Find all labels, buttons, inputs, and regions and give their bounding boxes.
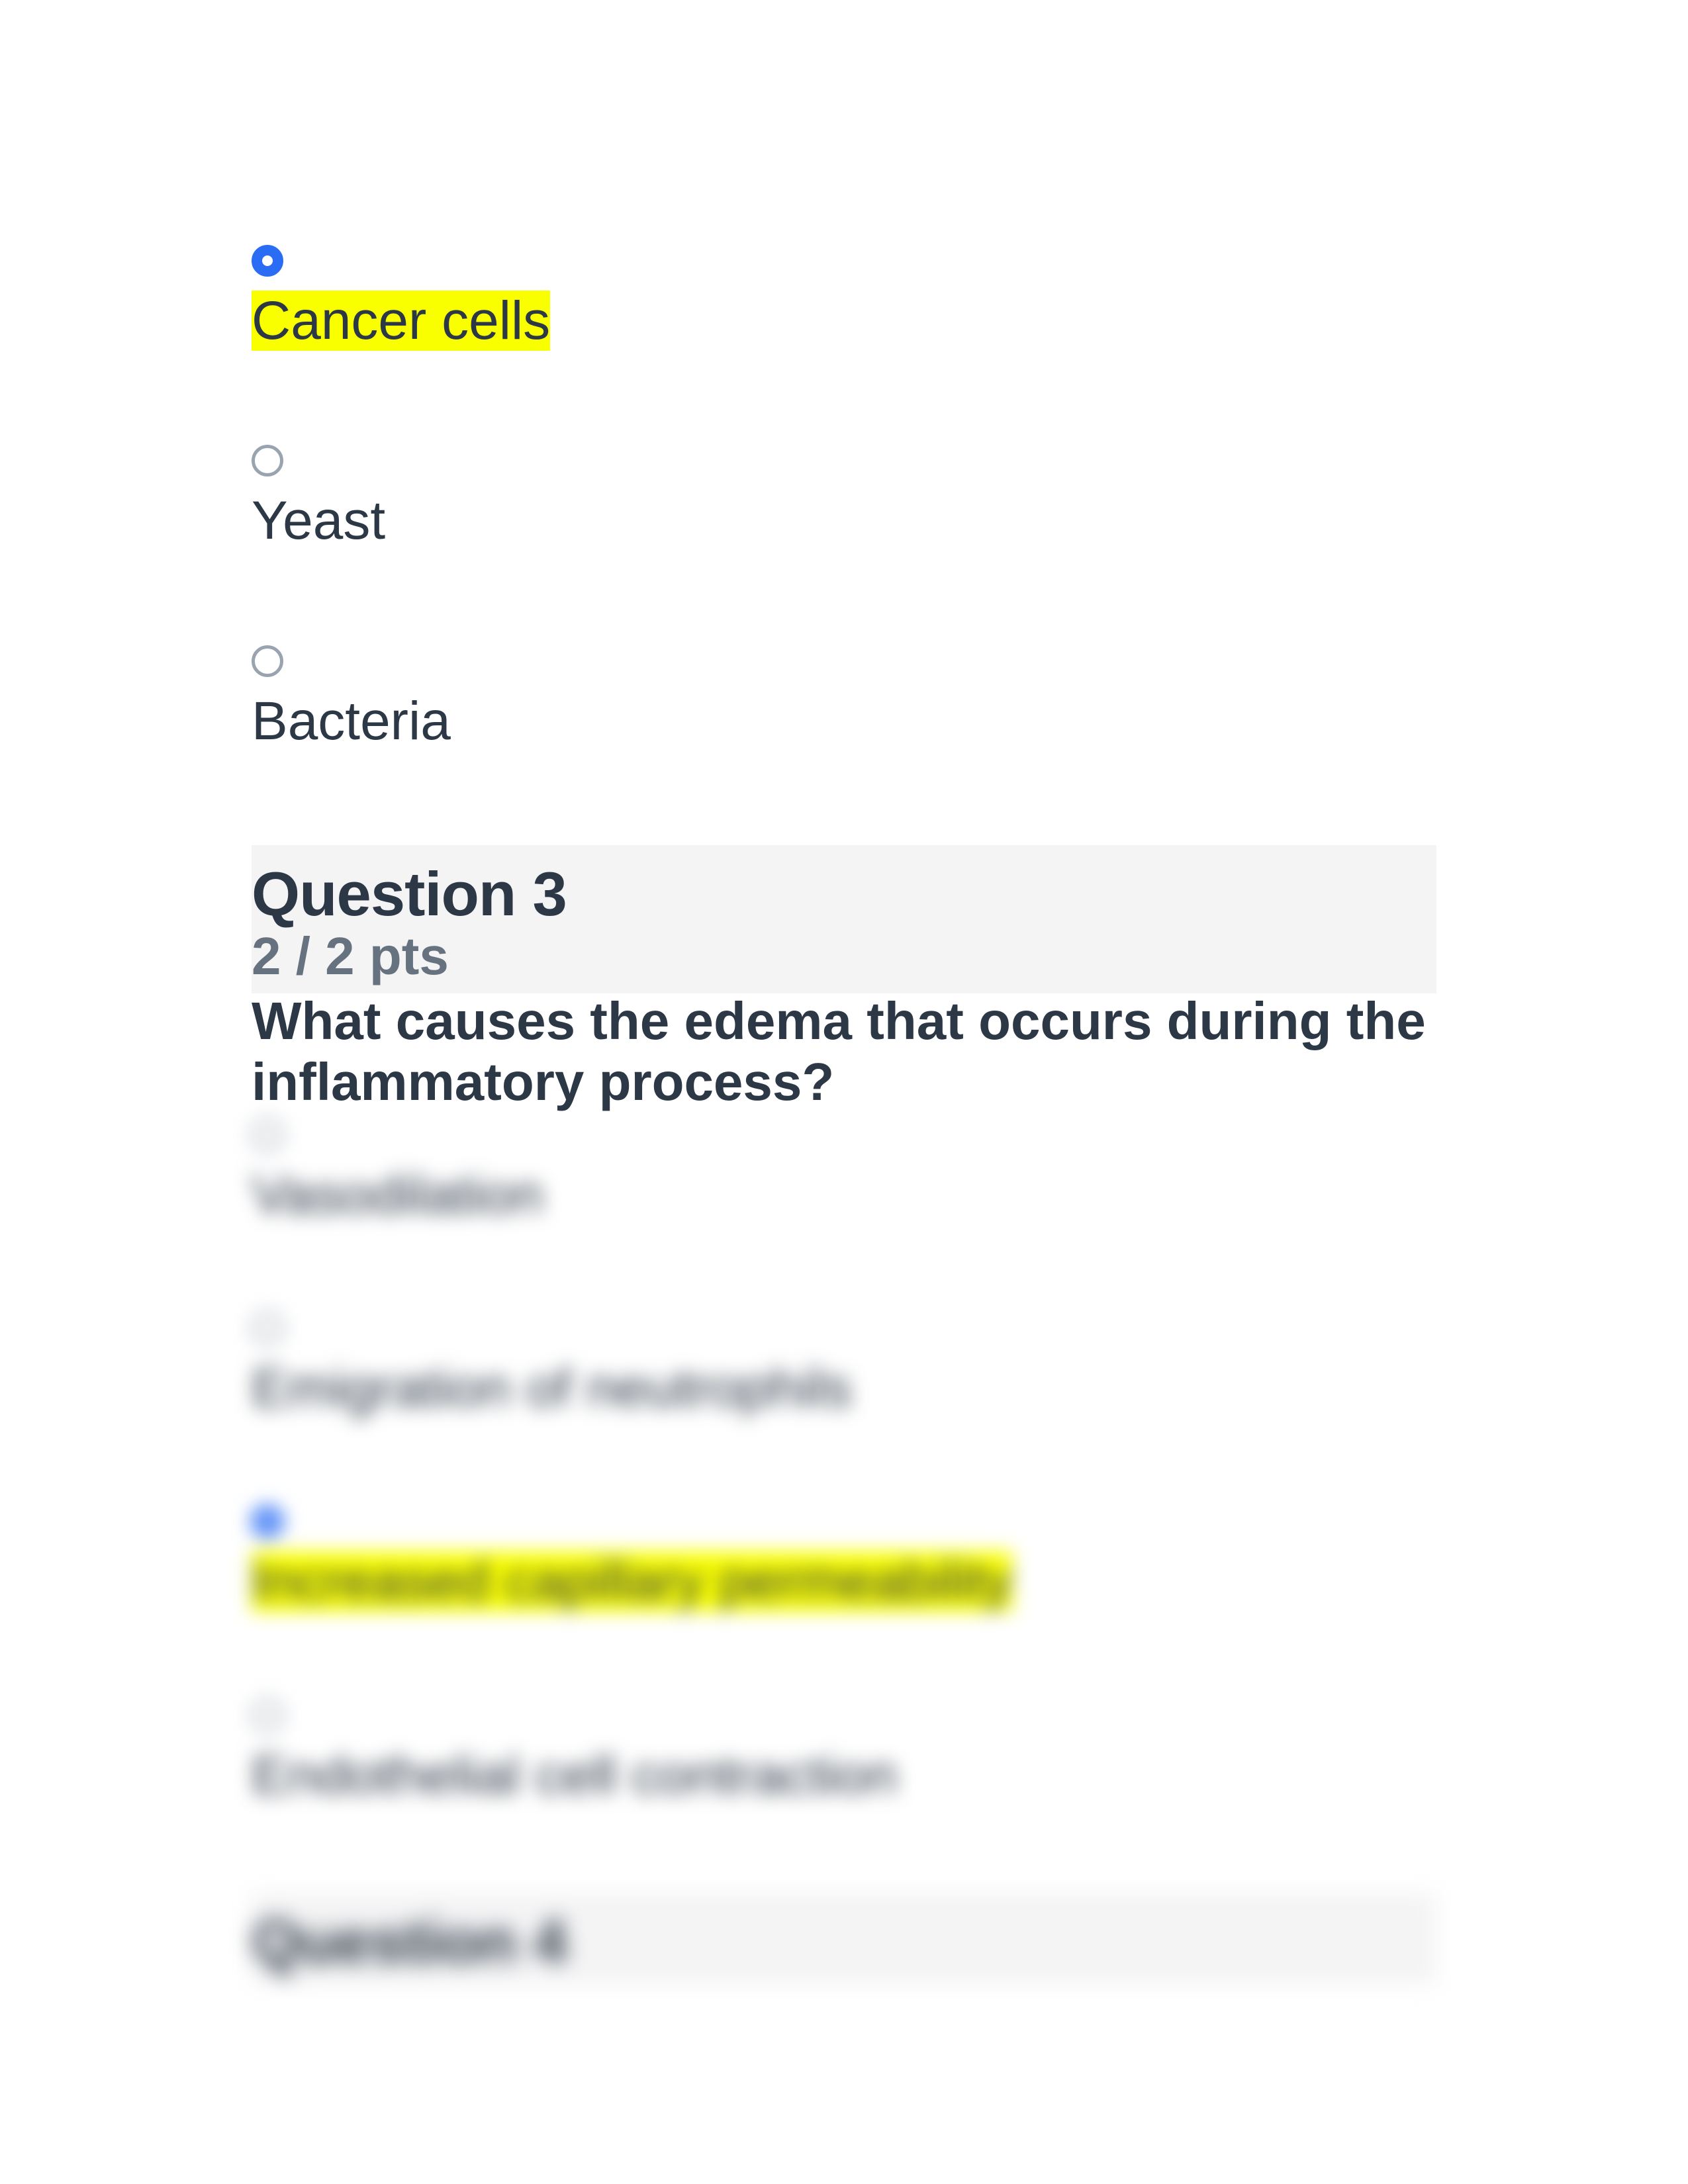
- q2-options: Cancer cells Yeast Bacteria: [252, 245, 1436, 752]
- quiz-page: Cancer cells Yeast Bacteria Question 3 2…: [0, 0, 1688, 2184]
- radio-empty-icon: [252, 1700, 283, 1731]
- option-label: Vasodilation: [252, 1165, 543, 1225]
- option-emigration[interactable]: Emigration of neutrophils: [252, 1312, 1436, 1420]
- option-label: Increased capillary permeability: [252, 1551, 1012, 1612]
- option-label: Cancer cells: [252, 291, 550, 351]
- q3-prompt: What causes the edema that occurs during…: [252, 991, 1436, 1113]
- option-cancer-cells[interactable]: Cancer cells: [252, 245, 1436, 352]
- option-yeast[interactable]: Yeast: [252, 445, 1436, 552]
- radio-empty-icon: [252, 1312, 283, 1344]
- option-vasodilation[interactable]: Vasodilation: [252, 1119, 1436, 1226]
- radio-empty-icon: [252, 645, 283, 677]
- q3-points: 2 / 2 pts: [252, 926, 1436, 987]
- option-label: Yeast: [252, 490, 385, 551]
- option-label: Endothelial cell contraction: [252, 1745, 897, 1805]
- q4-header: Question 4: [252, 1893, 1436, 1984]
- q3-number: Question 3: [252, 858, 1436, 930]
- option-label: Bacteria: [252, 691, 451, 751]
- q3-options: Vasodilation Emigration of neutrophils I…: [252, 1119, 1436, 1807]
- radio-selected-icon: [252, 1506, 283, 1537]
- radio-empty-icon: [252, 445, 283, 477]
- option-label: Emigration of neutrophils: [252, 1358, 852, 1418]
- radio-selected-icon: [252, 245, 283, 277]
- q4-number: Question 4: [252, 1906, 1436, 1978]
- q3-header: Question 3 2 / 2 pts: [252, 845, 1436, 993]
- option-permeability[interactable]: Increased capillary permeability: [252, 1506, 1436, 1613]
- option-endothelial[interactable]: Endothelial cell contraction: [252, 1700, 1436, 1807]
- radio-empty-icon: [252, 1119, 283, 1151]
- option-bacteria[interactable]: Bacteria: [252, 645, 1436, 752]
